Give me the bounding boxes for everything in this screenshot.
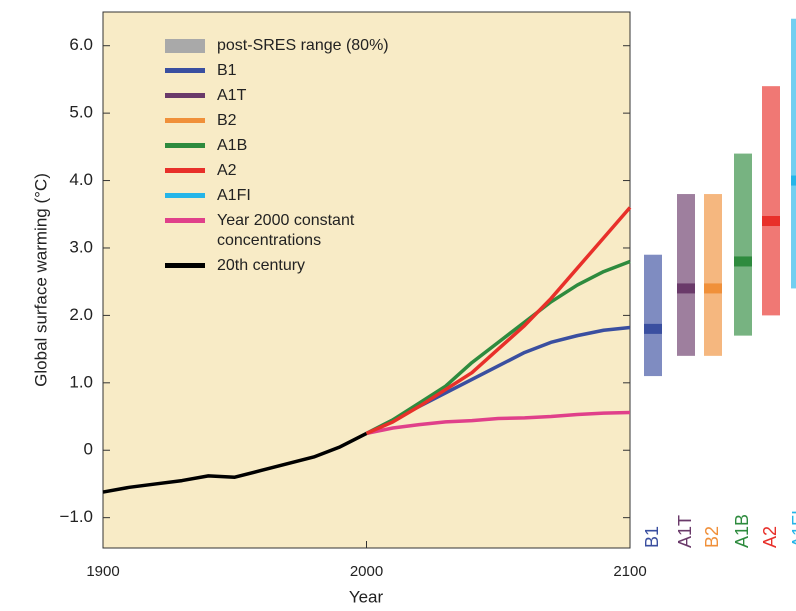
best-estimate [704, 283, 722, 294]
scenario-label: B2 [702, 526, 722, 548]
legend-item: Year 2000 constant concentrations [165, 211, 407, 251]
legend-swatch [165, 218, 205, 223]
legend-swatch [165, 168, 205, 173]
legend-item: A1FI [165, 186, 407, 206]
scenario-label: A1T [675, 515, 695, 548]
best-estimate [677, 283, 695, 294]
y-tick-label: −1.0 [59, 507, 93, 526]
scenario-label: A2 [760, 526, 780, 548]
legend-label: B1 [217, 62, 237, 79]
y-axis-label: Global surface warming (°C) [31, 173, 50, 387]
y-tick-label: 2.0 [69, 305, 93, 324]
y-tick-label: 3.0 [69, 237, 93, 256]
legend-swatch [165, 143, 205, 148]
x-axis-label: Year [349, 587, 384, 606]
legend-label: Year 2000 constant concentrations [217, 212, 355, 249]
legend-label: A1FI [217, 187, 251, 204]
x-tick-label: 1900 [86, 563, 119, 580]
scenario-label: B1 [642, 526, 662, 548]
range-bar [704, 194, 722, 356]
legend-label: B2 [217, 112, 237, 129]
best-estimate [644, 323, 662, 334]
legend-item: A1T [165, 86, 407, 106]
best-estimate [734, 256, 752, 267]
legend-item: B1 [165, 61, 407, 81]
legend-item: 20th century [165, 256, 407, 276]
best-estimate [762, 216, 780, 227]
y-tick-label: 5.0 [69, 103, 93, 122]
legend-swatch [165, 263, 205, 268]
legend-item: post-SRES range (80%) [165, 36, 407, 56]
legend-label: 20th century [217, 257, 306, 274]
scenario-line [365, 259, 631, 435]
legend-swatch [165, 118, 205, 123]
range-bar [677, 194, 695, 356]
legend-item: A2 [165, 161, 407, 181]
legend: post-SRES range (80%) B1 A1T B2 A1B A2 A1FI Yea… [165, 36, 407, 281]
range-bar [791, 18, 796, 289]
series-line [102, 431, 368, 494]
legend-item: B2 [165, 111, 407, 131]
scenario-line [365, 206, 632, 435]
plot-area [102, 11, 631, 549]
legend-swatch [165, 39, 205, 53]
legend-swatch [165, 68, 205, 73]
y-tick-label: 0 [84, 440, 93, 459]
range-bar [734, 153, 752, 336]
x-tick-label: 2000 [350, 563, 383, 580]
range-bar [644, 254, 662, 377]
series-line [366, 410, 631, 436]
legend-label: A1T [217, 87, 247, 104]
legend-label: A2 [217, 162, 237, 179]
x-tick-label: 2100 [613, 563, 646, 580]
y-tick-label: 4.0 [69, 170, 93, 189]
legend-swatch [165, 193, 205, 198]
y-tick-label: 1.0 [69, 372, 93, 391]
range-bar [762, 86, 780, 316]
legend-label: post-SRES range (80%) [217, 37, 389, 54]
y-tick-label: 6.0 [69, 35, 93, 54]
best-estimate [791, 175, 796, 186]
scenario-label: A1FI [789, 510, 796, 548]
legend-label: A1B [217, 137, 248, 154]
legend-swatch [165, 93, 205, 98]
legend-item: A1B [165, 136, 407, 156]
scenario-label: A1B [732, 514, 752, 548]
